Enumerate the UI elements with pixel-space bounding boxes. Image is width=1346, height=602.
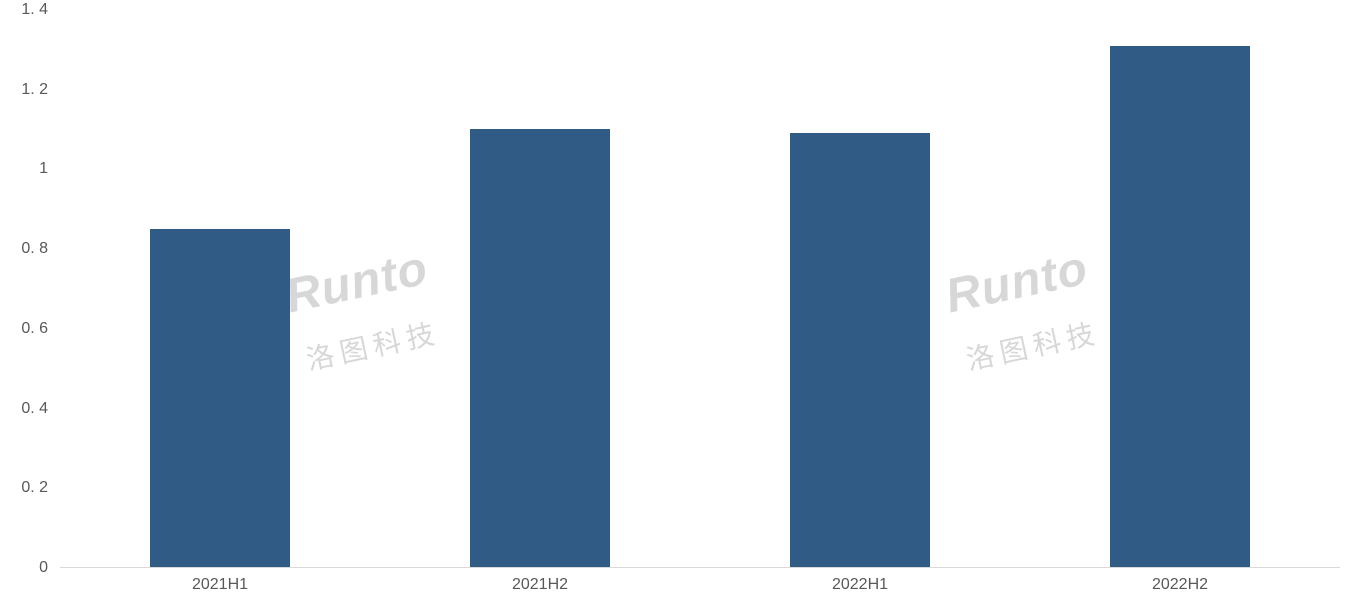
y-tick-label: 0. 4 (21, 400, 48, 418)
x-tick-label: 2021H1 (60, 570, 380, 600)
bar (470, 129, 610, 567)
bar-group (380, 10, 700, 567)
bar (150, 229, 290, 567)
y-axis: 00. 20. 40. 60. 811. 21. 4 (0, 0, 60, 570)
y-tick-label: 0 (39, 559, 48, 577)
y-tick-label: 1 (39, 160, 48, 178)
x-tick-label: 2022H2 (1020, 570, 1340, 600)
bar-group (700, 10, 1020, 567)
y-tick-label: 1. 2 (21, 81, 48, 99)
bar-chart: 00. 20. 40. 60. 811. 21. 4 2021H12021H22… (0, 0, 1346, 602)
y-tick-label: 0. 2 (21, 479, 48, 497)
x-axis: 2021H12021H22022H12022H2 (60, 570, 1340, 600)
y-tick-label: 1. 4 (21, 1, 48, 19)
x-tick-label: 2021H2 (380, 570, 700, 600)
y-tick-label: 0. 8 (21, 240, 48, 258)
plot-area (60, 10, 1340, 568)
bars-wrapper (60, 10, 1340, 567)
bar-group (60, 10, 380, 567)
x-tick-label: 2022H1 (700, 570, 1020, 600)
bar-group (1020, 10, 1340, 567)
y-tick-label: 0. 6 (21, 320, 48, 338)
bar (790, 133, 930, 567)
bar (1110, 46, 1250, 567)
